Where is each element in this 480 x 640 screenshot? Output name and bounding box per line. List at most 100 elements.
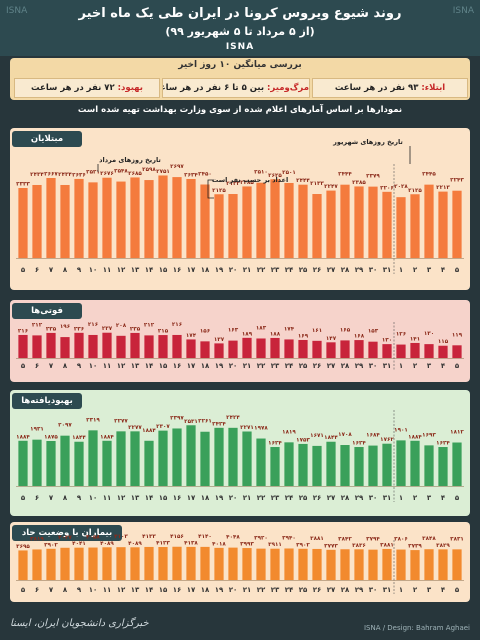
deaths-data-label: ۱۶۹ bbox=[298, 333, 309, 339]
deaths-data-label: ۲۰۸ bbox=[116, 323, 127, 329]
critical-tick-label: ۲۰ bbox=[229, 586, 238, 594]
infections-bar bbox=[340, 184, 350, 258]
deaths-data-label: ۱۴۱ bbox=[410, 336, 420, 342]
infections-tick-label: ۱۴ bbox=[145, 266, 154, 274]
infections-data-label: ۲۶۳۴ bbox=[184, 172, 198, 178]
deaths-bar bbox=[410, 342, 420, 358]
deaths-data-label: ۲۱۲ bbox=[32, 322, 43, 328]
deaths-bar bbox=[172, 334, 182, 358]
critical-tick-label: ۲۶ bbox=[313, 586, 322, 594]
infections-bar bbox=[256, 182, 266, 258]
deaths-tick-label: ۱۸ bbox=[201, 362, 210, 370]
recovered-data-label: ۱۶۲۴ bbox=[352, 441, 366, 447]
recovered-bar bbox=[158, 430, 168, 486]
deaths-bar bbox=[354, 340, 364, 358]
recovered-tick-label: ۲۵ bbox=[299, 494, 308, 502]
deaths-tick-label: ۱۴ bbox=[145, 362, 154, 370]
critical-bar bbox=[172, 546, 182, 580]
critical-data-label: ۳۸۴۲ bbox=[338, 536, 352, 542]
critical-bar bbox=[32, 549, 42, 580]
infections-data-label: ۲۷۵۱ bbox=[156, 169, 170, 175]
infections-tick-label: ۴ bbox=[441, 266, 446, 274]
critical-tick-label: ۸ bbox=[63, 586, 68, 594]
deaths-tick-label: ۲۴ bbox=[285, 362, 294, 370]
recovered-tick-label: ۱۲ bbox=[117, 494, 126, 502]
critical-data-label: ۳۸۳۶ bbox=[352, 543, 366, 549]
critical-bar bbox=[242, 548, 252, 580]
infections-bar bbox=[116, 181, 126, 258]
recovered-tick-label: ۸ bbox=[63, 494, 68, 502]
infections-panel bbox=[10, 128, 470, 290]
recovered-bar bbox=[74, 441, 84, 486]
deaths-tick-label: ۲۷ bbox=[327, 362, 336, 370]
deaths-data-label: ۱۱۹ bbox=[452, 332, 463, 338]
infections-data-label: ۲۳۷۹ bbox=[366, 174, 380, 180]
critical-data-label: ۴۰۸۹ bbox=[128, 541, 142, 547]
deaths-panel bbox=[10, 300, 470, 382]
infections-bar bbox=[32, 184, 42, 258]
critical-bar bbox=[102, 547, 112, 580]
recovered-tick-label: ۲ bbox=[413, 494, 418, 502]
deaths-tick-label: ۱۹ bbox=[215, 362, 224, 370]
critical-data-label: ۳۸۸۱ bbox=[310, 536, 324, 542]
deaths-data-label: ۲۱۲ bbox=[144, 322, 155, 328]
recovered-tick-label: ۹ bbox=[77, 494, 82, 502]
critical-bar bbox=[312, 548, 322, 580]
deaths-tick-label: ۲۵ bbox=[299, 362, 308, 370]
deaths-bar bbox=[74, 332, 84, 358]
recovered-tick-label: ۴ bbox=[441, 494, 446, 502]
deaths-data-label: ۲۳۵ bbox=[46, 326, 57, 332]
recovered-chart: ۱۸۸۴۵۱۹۳۱۶۱۸۷۵۷۲۰۹۷۸۱۸۴۴۹۲۳۱۹۱۰۱۸۸۴۱۱۲۲۷… bbox=[16, 410, 464, 502]
recovered-data-label: ۱۶۲۴ bbox=[436, 441, 450, 447]
infections-data-label: ۲۱۳۳ bbox=[226, 181, 240, 187]
infections-tick-label: ۲۷ bbox=[327, 266, 336, 274]
deaths-tick-label: ۱۰ bbox=[89, 362, 98, 370]
summary-deaths: مرگ‌ومیر: بین ۵ تا ۶ نفر در هر ساعت bbox=[162, 78, 310, 98]
deaths-bar bbox=[144, 335, 154, 358]
recovered-data-label: ۲۳۱۹ bbox=[86, 417, 100, 423]
deaths-tick-label: ۴ bbox=[441, 362, 446, 370]
deaths-data-label: ۱۳۷ bbox=[214, 337, 225, 343]
recovered-bar bbox=[326, 441, 336, 486]
watermark-left: ISNA bbox=[6, 6, 28, 16]
critical-data-label: ۳۸۰۶ bbox=[394, 537, 408, 543]
critical-bar bbox=[368, 549, 378, 580]
recovered-data-label: ۲۲۷۷ bbox=[114, 418, 128, 424]
infections-data-label: ۲۱۲۵ bbox=[212, 188, 226, 194]
critical-bar bbox=[130, 547, 140, 580]
recovered-tick-label: ۲۲ bbox=[257, 494, 266, 502]
deaths-bar bbox=[88, 334, 98, 358]
infections-bar bbox=[284, 182, 294, 258]
deaths-tick-label: ۲۶ bbox=[313, 362, 322, 370]
critical-tick-label: ۹ bbox=[77, 586, 82, 594]
deaths-bar bbox=[382, 344, 392, 358]
deaths-bar bbox=[158, 335, 168, 358]
infections-bar bbox=[312, 194, 322, 258]
infections-bar bbox=[186, 178, 196, 258]
recovered-data-label: ۲۳۹۷ bbox=[170, 415, 184, 421]
deaths-bar bbox=[270, 337, 280, 358]
infections-chart: ۲۳۳۳۵۲۴۳۴۶۲۶۶۷۷۲۴۳۴۸۲۶۳۶۹۲۵۲۱۱۰۲۶۷۶۱۱۲۵۴… bbox=[16, 138, 464, 274]
recovered-bar bbox=[340, 445, 350, 486]
deaths-tick-label: ۹ bbox=[77, 362, 82, 370]
infections-tick-label: ۱۵ bbox=[159, 266, 168, 274]
deaths-data-label: ۱۷۴ bbox=[284, 326, 295, 332]
critical-tick-label: ۳ bbox=[427, 586, 432, 594]
critical-bar bbox=[354, 549, 364, 580]
summary-recovered: بهبود: ۷۲ نفر در هر ساعت bbox=[14, 78, 160, 98]
critical-bar bbox=[144, 546, 154, 580]
recovered-bar bbox=[186, 425, 196, 486]
deaths-data-label: ۱۶۳ bbox=[228, 328, 239, 334]
deaths-data-label: ۱۶۵ bbox=[340, 327, 351, 333]
deaths-tick-label: ۸ bbox=[63, 362, 68, 370]
infections-bar bbox=[326, 190, 336, 258]
critical-tick-label: ۱۲ bbox=[117, 586, 126, 594]
infections-tick-label: ۵ bbox=[21, 266, 26, 274]
infections-tick-label: ۲ bbox=[413, 266, 418, 274]
summary-deaths-value: بین ۵ تا ۶ نفر در هر ساعت bbox=[163, 83, 265, 93]
infections-data-label: ۲۵۲۱ bbox=[86, 169, 100, 175]
recovered-bar bbox=[410, 440, 420, 486]
recovered-bar bbox=[354, 447, 364, 486]
infections-tick-label: ۱۲ bbox=[117, 266, 126, 274]
critical-tick-label: ۵ bbox=[21, 586, 26, 594]
